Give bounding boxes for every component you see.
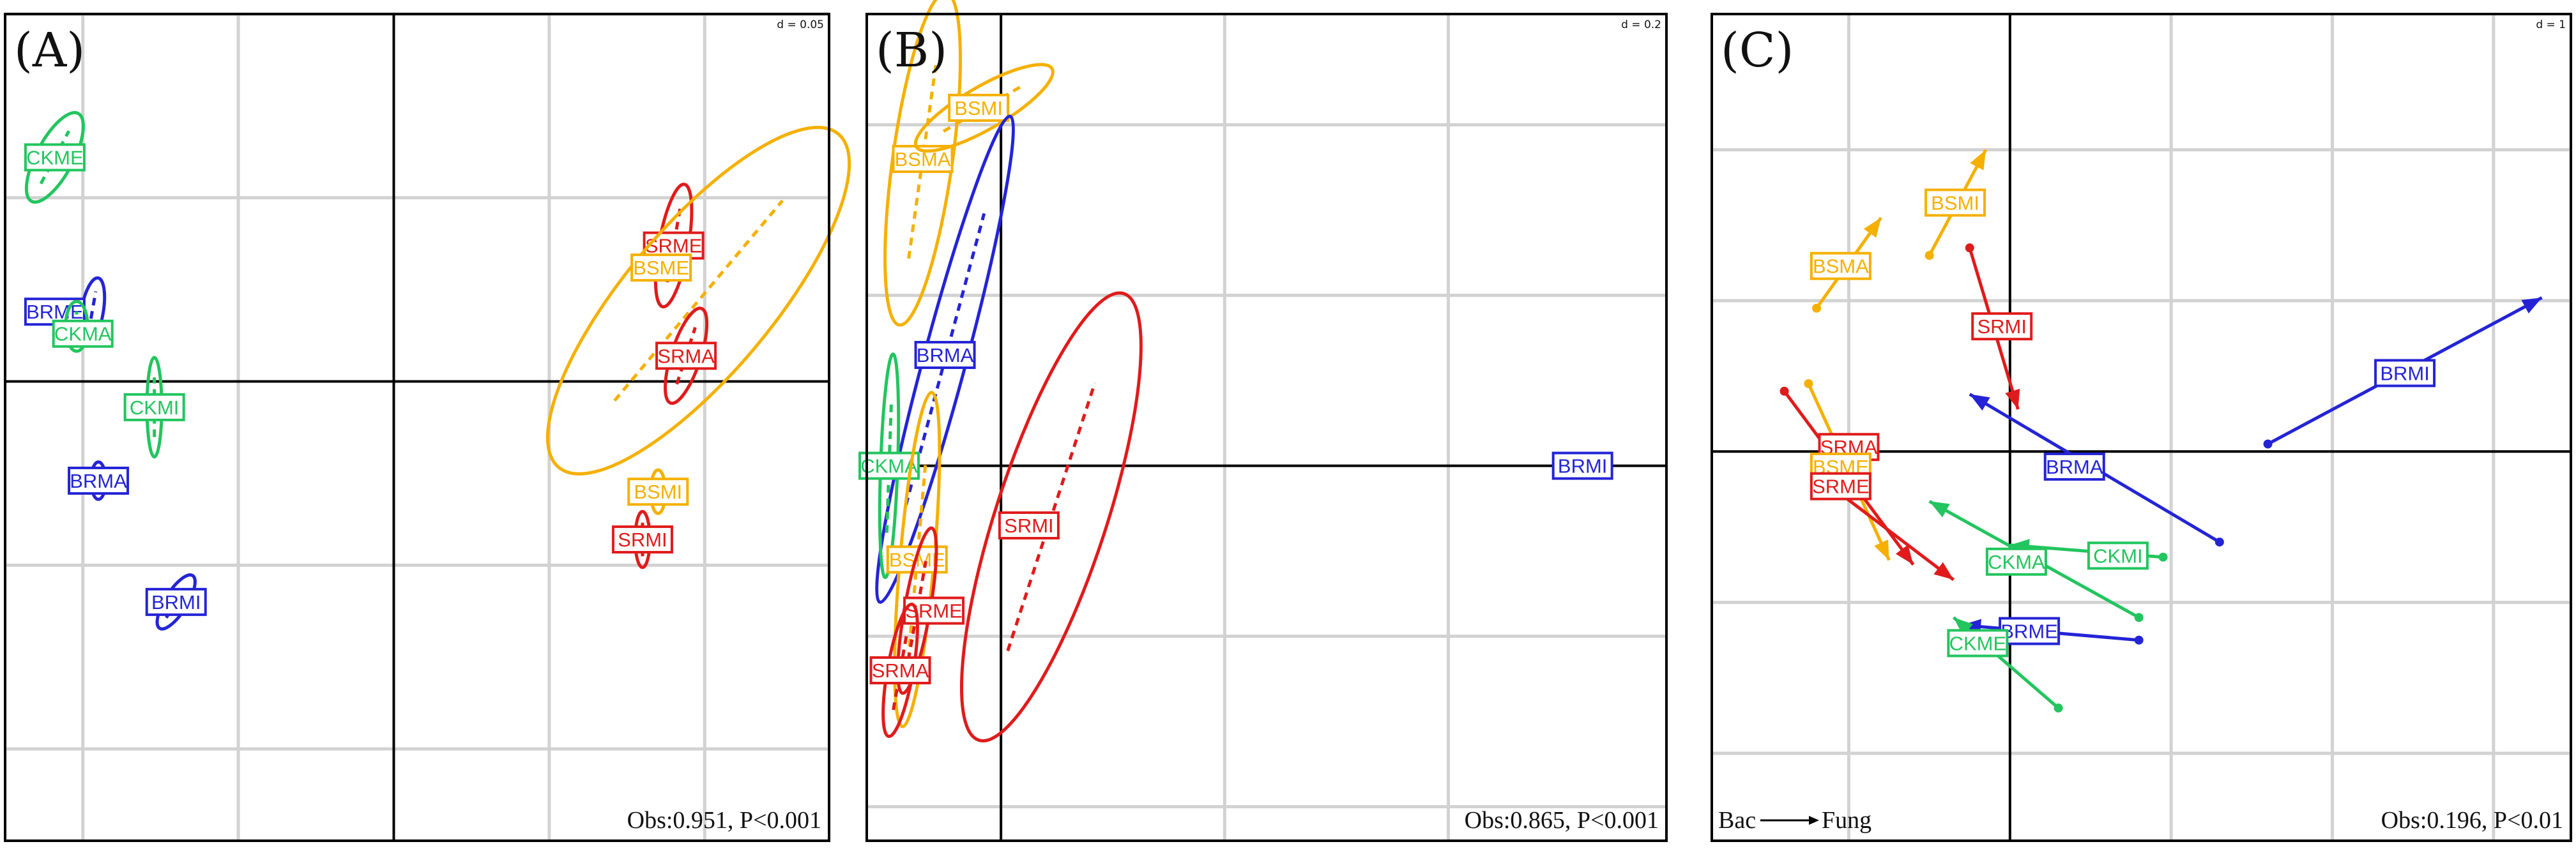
sample-label: BSMI: [954, 97, 1003, 119]
panel-b-grid: [867, 14, 1666, 841]
sample-label: CKMI: [2093, 545, 2143, 567]
panel-c-frame: [1711, 13, 2572, 842]
sample-label-box: [1947, 629, 2009, 658]
sample-label-box: [1971, 312, 2033, 341]
sample-label: BRMI: [2380, 362, 2430, 384]
sample-label-box: [1999, 617, 2061, 645]
sample-label: BRMI: [1558, 455, 1608, 478]
sample-label-box: [145, 587, 207, 616]
sample-label-box: [1985, 547, 2047, 576]
sample-label: SRMI: [618, 529, 667, 551]
sample-label-box: [869, 656, 931, 684]
sample-label-box: [1810, 252, 1871, 280]
sample-label: SRMI: [1977, 315, 2027, 338]
panel-c-caption-fung: Fung: [1822, 807, 1871, 834]
sample-label-box: [655, 342, 717, 370]
arrowhead: [1953, 617, 1974, 636]
sample-label: BRMI: [151, 591, 201, 613]
sample-label-box: [903, 596, 965, 625]
panel-b-frame: [865, 13, 1668, 842]
confidence-ellipse: [545, 126, 851, 476]
panel-c-grid: [1712, 14, 2571, 841]
panel-c-statistic: Obs:0.196, P<0.01: [2381, 807, 2563, 834]
panel-c-marks: BSMIBSMASRMIBRMIBRMASRMABSMESRMECKMICKMA…: [1780, 149, 2543, 713]
ellipse-axis: [906, 561, 927, 661]
sample-label: BSMA: [1813, 255, 1869, 278]
sample-label-box: [1810, 472, 1871, 500]
panel-b-statistic: Obs:0.865, P<0.001: [1465, 807, 1659, 834]
arrowhead: [1929, 501, 1950, 518]
sample-label: SRME: [1812, 476, 1870, 498]
sample-label: SRMA: [657, 345, 715, 367]
sample-label: BRMA: [917, 344, 974, 366]
sample-label-box: [630, 253, 692, 282]
confidence-ellipse: [913, 63, 1055, 153]
arrowhead: [1895, 545, 1914, 565]
sample-label: BRME: [2001, 621, 2058, 643]
sample-label-box: [2087, 541, 2149, 570]
panel-a-grid: [5, 12, 829, 841]
sample-label-box: [52, 319, 114, 348]
panel-c-scale-label: d = 1: [2536, 19, 2566, 31]
arrowhead: [1863, 218, 1881, 238]
sample-label: SRMI: [1004, 515, 1054, 537]
sample-label: BSME: [633, 257, 689, 279]
arrowhead: [1969, 394, 1990, 411]
sample-label: SRMA: [872, 659, 929, 682]
panel-c-axes: [1712, 14, 2571, 841]
sample-label: SRME: [905, 600, 963, 622]
sample-label: CKMI: [130, 396, 179, 419]
arrowhead: [1970, 149, 1986, 170]
sample-label: BRMA: [70, 470, 127, 492]
confidence-ellipse: [959, 291, 1143, 742]
sample-label-box: [998, 511, 1060, 540]
arrowhead: [2005, 388, 2020, 410]
panel-c-caption-bac: Bac: [1718, 807, 1756, 834]
panel-b-scale-label: d = 0.2: [1621, 19, 1661, 31]
sample-label-box: [24, 143, 86, 172]
sample-label: BSMI: [634, 481, 682, 503]
arrowhead: [1933, 562, 1954, 580]
sample-label: CKMA: [1988, 551, 2045, 573]
sample-label-box: [2374, 359, 2436, 388]
sample-label-box: [68, 466, 130, 495]
sample-label-box: [123, 393, 185, 421]
panel-a-statistic: Obs:0.951, P<0.001: [627, 807, 821, 834]
panel-a: CKMEBRMECKMACKMIBRMABRMISRMEBSMESRMABSMI…: [4, 12, 851, 842]
panel-c-caption-arrowhead: [1809, 816, 1819, 825]
sample-label: CKMA: [54, 323, 112, 345]
sample-label-box: [1551, 451, 1613, 480]
arrowhead: [2521, 297, 2542, 313]
panel-a-frame: [4, 13, 830, 842]
sample-label-box: [914, 341, 976, 370]
sample-label-box: [1924, 188, 1986, 217]
panel-a-marks: CKMEBRMECKMACKMIBRMABRMISRMEBSMESRMABSMI…: [24, 110, 851, 631]
panel-a-scale-label: d = 0.05: [777, 19, 824, 31]
panel-b-axes: [867, 14, 1666, 841]
sample-label: BSMI: [1931, 192, 1979, 214]
sample-label-box: [948, 93, 1010, 122]
sample-label-box: [627, 478, 689, 506]
sample-label-box: [611, 525, 673, 554]
panel-c: BSMIBSMASRMIBRMIBRMASRMABSMESRMECKMICKMA…: [1711, 13, 2572, 842]
panel-a-label: (A): [14, 23, 85, 78]
sample-label: CKME: [1949, 632, 2007, 654]
sample-label: BRMA: [2046, 456, 2103, 478]
panel-b-label: (B): [876, 23, 947, 78]
sample-label: CKME: [26, 146, 84, 169]
panel-c-label: (C): [1721, 23, 1794, 78]
sample-label: BRME: [26, 301, 84, 323]
sample-label-box: [2043, 452, 2105, 481]
ellipse-axis: [613, 199, 784, 402]
arrowhead: [1874, 539, 1889, 561]
